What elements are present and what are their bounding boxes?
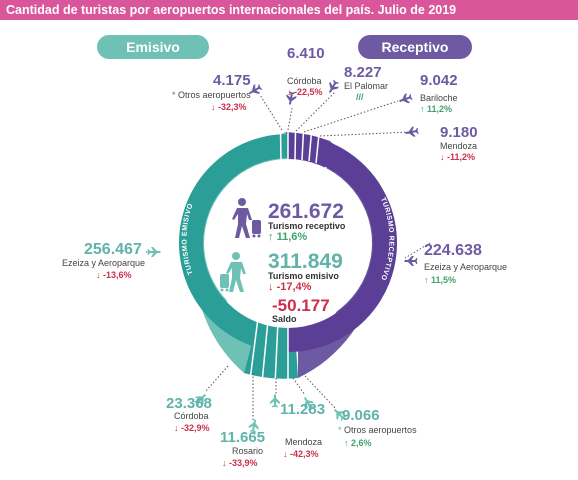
arrow-up-icon: ↑	[344, 438, 349, 448]
receptivo-palomar-value: 8.227	[344, 64, 382, 81]
receptivo-otros-change: ↓ -32,3%	[211, 102, 247, 112]
receptivo-pill: Receptivo	[358, 35, 472, 59]
arrow-up-icon: ↑	[268, 231, 274, 243]
arrow-down-icon: ↓	[440, 152, 445, 162]
arrow-down-icon: ↓	[211, 102, 216, 112]
saldo-value: -50.177	[272, 296, 330, 315]
receptivo-bariloche-change: ↑ 11,2%	[420, 104, 453, 114]
emisivo-otros-change: ↑ 2,6%	[344, 438, 372, 448]
receptivo-mendoza-change: ↓ -11,2%	[440, 152, 476, 162]
arrow-down-icon: ↓	[96, 270, 101, 280]
arrow-down-icon: ↓	[222, 458, 227, 468]
title-bar: Cantidad de turistas por aeropuertos int…	[0, 0, 578, 20]
arrow-down-icon: ↓	[174, 423, 179, 433]
emisivo-cordoba-name: Córdoba	[174, 411, 209, 421]
emisivo-cordoba-value: 23.368	[166, 395, 212, 412]
emisivo-rosario-change: ↓ -33,9%	[222, 458, 258, 468]
receptivo-change: ↑ 11,6%	[268, 231, 308, 243]
receptivo-palomar-change: ///	[356, 92, 364, 102]
saldo-label: Saldo	[272, 314, 297, 324]
receptivo-mendoza-value: 9.180	[440, 124, 478, 141]
receptivo-cordoba-name: Córdoba	[287, 76, 322, 86]
arrow-up-icon: ↑	[424, 275, 429, 285]
emisivo-ezeiza-value: 256.467	[84, 241, 142, 258]
receptivo-otros-name: * Otros aeropuertos	[172, 90, 251, 100]
receptivo-ezeiza-name: Ezeiza y Aeroparque	[424, 262, 508, 272]
emisivo-ezeiza-change: ↓ -13,6%	[96, 270, 132, 280]
receptivo-mendoza-name: Mendoza	[440, 141, 478, 151]
emisivo-otros-name: * Otros aeropuertos	[338, 425, 417, 435]
connector-lines	[146, 91, 431, 420]
emisivo-rosario-name: Rosario	[232, 446, 264, 456]
traveler-icon	[220, 252, 246, 292]
page-title: Cantidad de turistas por aeropuertos int…	[6, 3, 457, 17]
receptivo-bariloche-name: Bariloche	[420, 93, 458, 103]
asterisk-icon: *	[172, 90, 176, 100]
emisivo-total: 311.849	[268, 250, 343, 273]
emisivo-pill: Emisivo	[97, 35, 209, 59]
emisivo-total-label: Turismo emisivo	[268, 271, 339, 281]
receptivo-palomar-name: El Palomar	[344, 81, 389, 91]
arrow-up-icon: ↑	[420, 104, 425, 114]
emisivo-mendoza-value: 11.283	[280, 401, 326, 418]
ring-separators	[249, 99, 323, 386]
receptivo-bariloche-value: 9.042	[420, 72, 458, 89]
emisivo-cordoba-change: ↓ -32,9%	[174, 423, 210, 433]
receptivo-total: 261.672	[268, 200, 344, 223]
receptivo-total-label: Turismo receptivo	[268, 221, 346, 231]
emisivo-mendoza-name: Mendoza	[285, 437, 323, 447]
emisivo-otros-value: 9.066	[342, 407, 380, 424]
receptivo-cordoba-value: 6.410	[287, 45, 325, 62]
receptivo-otros-value: 4.175	[213, 72, 251, 89]
receptivo-ezeiza-value: 224.638	[424, 242, 482, 259]
center-disc	[204, 159, 372, 327]
receptivo-ezeiza-change: ↑ 11,5%	[424, 275, 457, 285]
receptivo-cordoba-change: ↓ -22,5%	[287, 87, 323, 97]
arrow-down-icon: ↓	[287, 87, 292, 97]
arrow-down-icon: ↓	[268, 281, 274, 293]
emisivo-change: ↓ -17,4%	[268, 281, 312, 293]
traveler-icon	[232, 198, 261, 238]
emisivo-rosario-value: 11.665	[220, 429, 266, 446]
emisivo-mendoza-change: ↓ -42,3%	[283, 449, 319, 459]
arrow-down-icon: ↓	[283, 449, 288, 459]
emisivo-ezeiza-name: Ezeiza y Aeroparque	[62, 258, 146, 268]
asterisk-icon: *	[338, 425, 342, 435]
